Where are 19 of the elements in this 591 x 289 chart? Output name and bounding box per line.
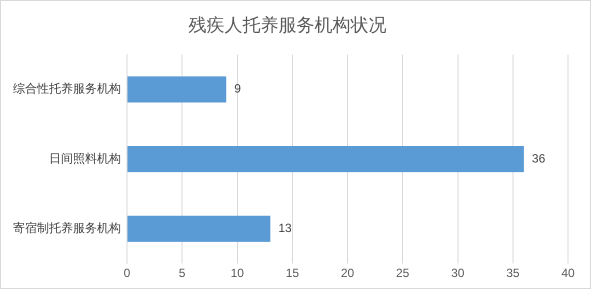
x-tick-label: 15 — [286, 266, 300, 280]
y-tick-label: 寄宿制托养服务机构 — [13, 221, 121, 236]
bar — [128, 216, 270, 242]
x-tick-label: 0 — [124, 266, 131, 280]
x-tick-label: 25 — [396, 266, 410, 280]
data-label: 13 — [278, 221, 292, 236]
x-tick-label: 35 — [506, 266, 520, 280]
y-tick-label: 综合性托养服务机构 — [13, 82, 121, 96]
bar — [128, 146, 524, 172]
x-tick-label: 40 — [561, 266, 575, 280]
data-label: 9 — [234, 82, 242, 96]
bar — [128, 76, 226, 102]
y-tick-label: 日间照料机构 — [49, 151, 121, 166]
chart-title: 残疾人托养服务机构状况 — [188, 14, 386, 35]
x-tick-label: 10 — [230, 266, 244, 280]
x-tick-label: 30 — [451, 266, 465, 280]
data-label: 36 — [532, 151, 546, 166]
x-tick-label: 5 — [178, 266, 186, 280]
x-tick-label: 20 — [340, 266, 354, 280]
